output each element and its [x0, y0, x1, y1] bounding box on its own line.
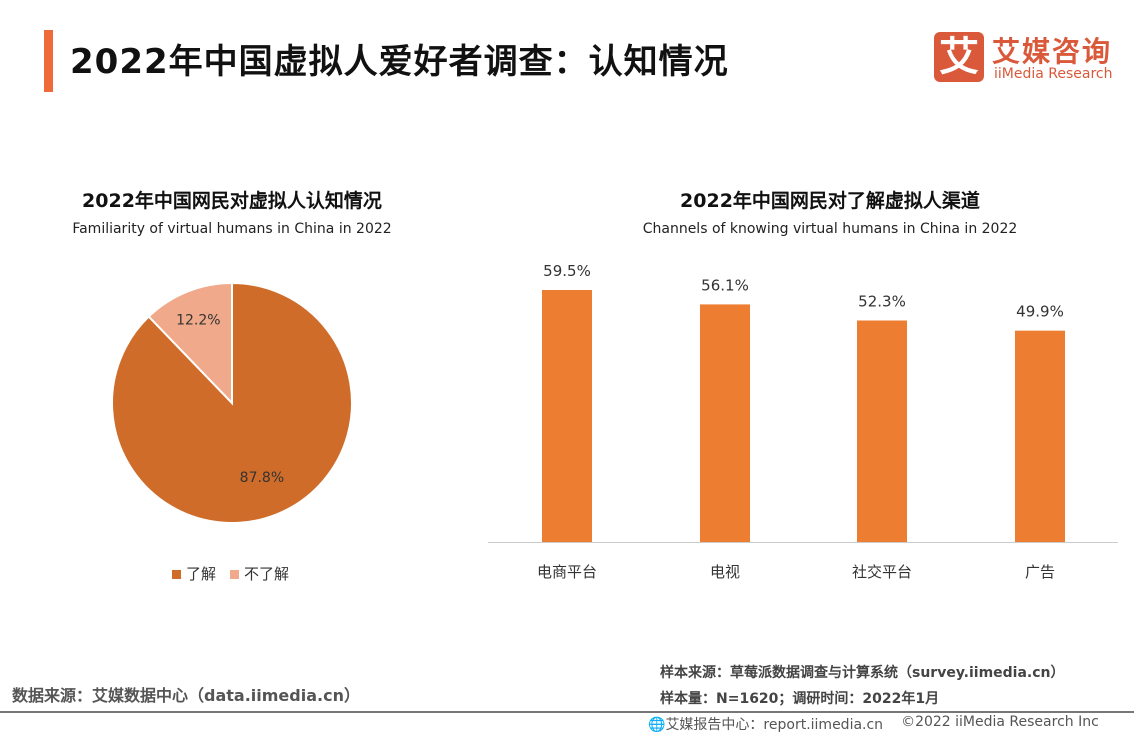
category-label: 电视	[710, 563, 740, 581]
copyright: ©2022 iiMedia Research Inc	[901, 714, 1099, 730]
sample-size: 样本量：N=1620；调研时间：2022年1月	[660, 691, 940, 707]
footer-divider	[0, 711, 1134, 713]
legend-item: 不了解	[230, 563, 289, 584]
bar-chart: 59.5% 电商平台 56.1% 电视 52.3% 社交平台 49.9% 广告	[488, 262, 1118, 581]
data-source: 数据来源：艾媒数据中心（data.iimedia.cn）	[12, 686, 360, 705]
legend-swatch	[230, 570, 240, 579]
bar-value-label: 52.3%	[858, 292, 906, 310]
legend-label: 了解	[186, 565, 217, 583]
report-center-link[interactable]: 艾媒报告中心：report.iimedia.cn	[665, 717, 884, 733]
globe-icon: 🌐	[648, 717, 666, 733]
bar-value-label: 59.5%	[543, 262, 591, 280]
category-label: 社交平台	[852, 563, 912, 581]
logo-en: iiMedia Research	[994, 66, 1113, 82]
pie-slice	[147, 281, 233, 406]
pie-label: 87.8%	[240, 470, 284, 486]
bar	[1015, 330, 1065, 542]
pie-legend: 了解 不了解	[172, 563, 289, 584]
sample-source: 样本来源：草莓派数据调查与计算系统（survey.iimedia.cn）	[660, 665, 1065, 681]
category-label: 广告	[1025, 563, 1055, 581]
logo-mark: 艾	[934, 32, 984, 82]
bar-value-label: 49.9%	[1016, 303, 1064, 321]
bar-value-label: 56.1%	[701, 276, 749, 294]
category-label: 电商平台	[537, 563, 597, 581]
legend-item: 了解	[172, 563, 216, 584]
bar	[542, 290, 592, 542]
bar	[700, 304, 750, 542]
bar	[857, 320, 907, 542]
pie-label: 12.2%	[176, 313, 220, 329]
legend-label: 不了解	[244, 565, 290, 583]
pie-title: 2022年中国网民对虚拟人认知情况	[82, 190, 382, 212]
logo-cn: 艾媒咨询	[992, 35, 1113, 68]
footer-bar: 🌐艾媒报告中心：report.iimedia.cn ©2022 iiMedia …	[648, 714, 1099, 734]
legend-swatch	[172, 570, 181, 579]
pie-subtitle: Familiarity of virtual humans in China i…	[72, 221, 392, 237]
title-accent-bar	[44, 30, 53, 92]
bar-subtitle: Channels of knowing virtual humans in Ch…	[642, 221, 1018, 237]
page-title: 2022年中国虚拟人爱好者调查：认知情况	[70, 42, 729, 82]
bar-title: 2022年中国网民对了解虚拟人渠道	[680, 190, 980, 212]
pie-chart: 87.8% 12.2%	[111, 281, 353, 524]
